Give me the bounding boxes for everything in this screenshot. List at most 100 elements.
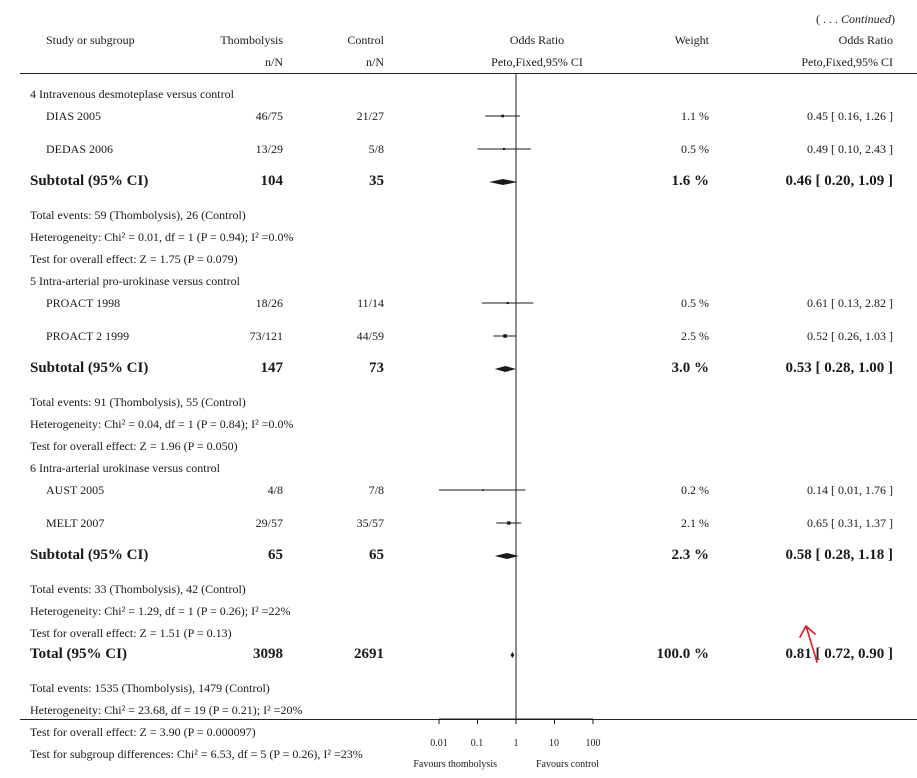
subgroup-note: Heterogeneity: Chi² = 0.01, df = 1 (P = … bbox=[30, 230, 294, 244]
group-heading: 5 Intra-arterial pro-urokinase versus co… bbox=[30, 274, 240, 288]
tick-label-0.1: 0.1 bbox=[470, 738, 484, 749]
control-events: 11/14 bbox=[357, 296, 384, 310]
footer-rule bbox=[20, 719, 917, 720]
study-square bbox=[503, 147, 506, 151]
odds-ratio-ci: 0.61 [ 0.13, 2.82 ] bbox=[807, 296, 893, 310]
treatment-events: 18/26 bbox=[255, 296, 283, 310]
weight-value: 2.1 % bbox=[681, 516, 709, 530]
summary-diamond bbox=[494, 366, 516, 372]
study-square bbox=[503, 334, 507, 338]
subgroup-note: Test for overall effect: Z = 1.51 (P = 0… bbox=[30, 626, 232, 640]
control-events: 5/8 bbox=[368, 142, 384, 156]
subgroup-note: Test for overall effect: Z = 3.90 (P = 0… bbox=[30, 725, 256, 739]
header-treatment: Thombolysis bbox=[220, 33, 283, 47]
treatment-events: 65 bbox=[268, 547, 283, 563]
header-rule bbox=[20, 73, 917, 74]
odds-ratio-ci: 0.58 [ 0.28, 1.18 ] bbox=[785, 547, 894, 563]
weight-value: 0.5 % bbox=[681, 142, 709, 156]
continued-suffix: ) bbox=[891, 12, 895, 26]
header-odds-ratio-sub: Peto,Fixed,95% CI bbox=[491, 55, 583, 69]
continued-word: Continued bbox=[841, 12, 891, 26]
odds-ratio-ci: 0.81 [ 0.72, 0.90 ] bbox=[785, 646, 894, 662]
header-control-sub: n/N bbox=[366, 55, 384, 69]
subgroup-note: Heterogeneity: Chi² = 23.68, df = 19 (P … bbox=[30, 703, 303, 717]
subgroup-note: Total events: 59 (Thombolysis), 26 (Cont… bbox=[30, 208, 246, 222]
subgroup-note: Test for overall effect: Z = 1.75 (P = 0… bbox=[30, 252, 238, 266]
treatment-events: 4/8 bbox=[267, 483, 283, 497]
summary-diamond bbox=[494, 553, 519, 559]
control-events: 7/8 bbox=[368, 483, 384, 497]
control-events: 35 bbox=[369, 173, 384, 189]
tick-label-0.01: 0.01 bbox=[430, 738, 448, 749]
weight-value: 3.0 % bbox=[671, 360, 710, 376]
odds-ratio-ci: 0.45 [ 0.16, 1.26 ] bbox=[807, 109, 893, 123]
subtotal-label: Subtotal (95% CI) bbox=[30, 360, 149, 376]
header-odds-ratio: Odds Ratio bbox=[509, 33, 565, 47]
control-events: 44/59 bbox=[356, 329, 384, 343]
weight-value: 2.3 % bbox=[671, 547, 710, 563]
control-events: 73 bbox=[369, 360, 384, 376]
group-heading: 4 Intravenous desmoteplase versus contro… bbox=[30, 87, 234, 101]
odds-ratio-ci: 0.53 [ 0.28, 1.00 ] bbox=[785, 360, 894, 376]
treatment-events: 73/121 bbox=[249, 329, 283, 343]
weight-value: 100.0 % bbox=[656, 646, 710, 662]
header-odds-ratio-2-sub: Peto,Fixed,95% CI bbox=[801, 55, 893, 69]
study-name: AUST 2005 bbox=[46, 483, 105, 497]
control-events: 65 bbox=[369, 547, 384, 563]
control-events: 35/57 bbox=[356, 516, 384, 530]
study-square bbox=[482, 489, 484, 491]
favours-right-label: Favours control bbox=[536, 759, 600, 770]
odds-ratio-ci: 0.65 [ 0.31, 1.37 ] bbox=[807, 516, 893, 530]
continued-label: ( . . . Continued) bbox=[816, 12, 895, 26]
subgroup-note: Heterogeneity: Chi² = 0.04, df = 1 (P = … bbox=[30, 417, 294, 431]
header-odds-ratio-2: Odds Ratio bbox=[838, 33, 893, 47]
subtotal-label: Subtotal (95% CI) bbox=[30, 173, 149, 189]
treatment-events: 147 bbox=[260, 360, 284, 376]
header-treatment-sub: n/N bbox=[265, 55, 283, 69]
odds-ratio-ci: 0.14 [ 0.01, 1.76 ] bbox=[807, 483, 893, 497]
header-control: Control bbox=[347, 33, 384, 47]
study-square bbox=[507, 521, 511, 525]
tick-label-1: 1 bbox=[513, 738, 519, 749]
continued-prefix: ( . . . bbox=[816, 12, 841, 26]
treatment-events: 104 bbox=[260, 173, 284, 189]
treatment-events: 3098 bbox=[253, 646, 283, 662]
header-study: Study or subgroup bbox=[46, 33, 135, 47]
favours-left-label: Favours thombolysis bbox=[413, 759, 497, 770]
control-events: 21/27 bbox=[356, 109, 384, 123]
tick-label-100: 100 bbox=[585, 738, 601, 749]
treatment-events: 29/57 bbox=[255, 516, 283, 530]
treatment-events: 13/29 bbox=[255, 142, 283, 156]
subgroup-note: Heterogeneity: Chi² = 1.29, df = 1 (P = … bbox=[30, 604, 291, 618]
study-name: DEDAS 2006 bbox=[46, 142, 114, 156]
weight-value: 2.5 % bbox=[681, 329, 709, 343]
tick-label-10: 10 bbox=[549, 738, 559, 749]
subtotal-label: Subtotal (95% CI) bbox=[30, 547, 149, 563]
treatment-events: 46/75 bbox=[255, 109, 283, 123]
study-square bbox=[506, 301, 509, 305]
study-square bbox=[501, 114, 504, 118]
odds-ratio-ci: 0.49 [ 0.10, 2.43 ] bbox=[807, 142, 893, 156]
study-name: PROACT 2 1999 bbox=[46, 329, 130, 343]
group-heading: 6 Intra-arterial urokinase versus contro… bbox=[30, 461, 220, 475]
subgroup-note: Total events: 1535 (Thombolysis), 1479 (… bbox=[30, 681, 270, 695]
summary-diamond bbox=[489, 179, 518, 185]
subgroup-note: Test for overall effect: Z = 1.96 (P = 0… bbox=[30, 439, 238, 453]
header-weight: Weight bbox=[674, 33, 709, 47]
subgroup-note: Total events: 91 (Thombolysis), 55 (Cont… bbox=[30, 395, 246, 409]
weight-value: 1.1 % bbox=[681, 109, 709, 123]
study-name: MELT 2007 bbox=[46, 516, 105, 530]
subgroup-note: Test for subgroup differences: Chi² = 6.… bbox=[30, 747, 363, 761]
study-name: PROACT 1998 bbox=[46, 296, 121, 310]
study-name: DIAS 2005 bbox=[46, 109, 102, 123]
odds-ratio-ci: 0.52 [ 0.26, 1.03 ] bbox=[807, 329, 893, 343]
subgroup-note: Total events: 33 (Thombolysis), 42 (Cont… bbox=[30, 582, 246, 596]
control-events: 2691 bbox=[354, 646, 384, 662]
subtotal-label: Total (95% CI) bbox=[30, 646, 127, 662]
summary-diamond bbox=[510, 652, 515, 658]
odds-ratio-ci: 0.46 [ 0.20, 1.09 ] bbox=[785, 173, 894, 189]
weight-value: 0.5 % bbox=[681, 296, 709, 310]
weight-value: 0.2 % bbox=[681, 483, 709, 497]
weight-value: 1.6 % bbox=[671, 173, 710, 189]
